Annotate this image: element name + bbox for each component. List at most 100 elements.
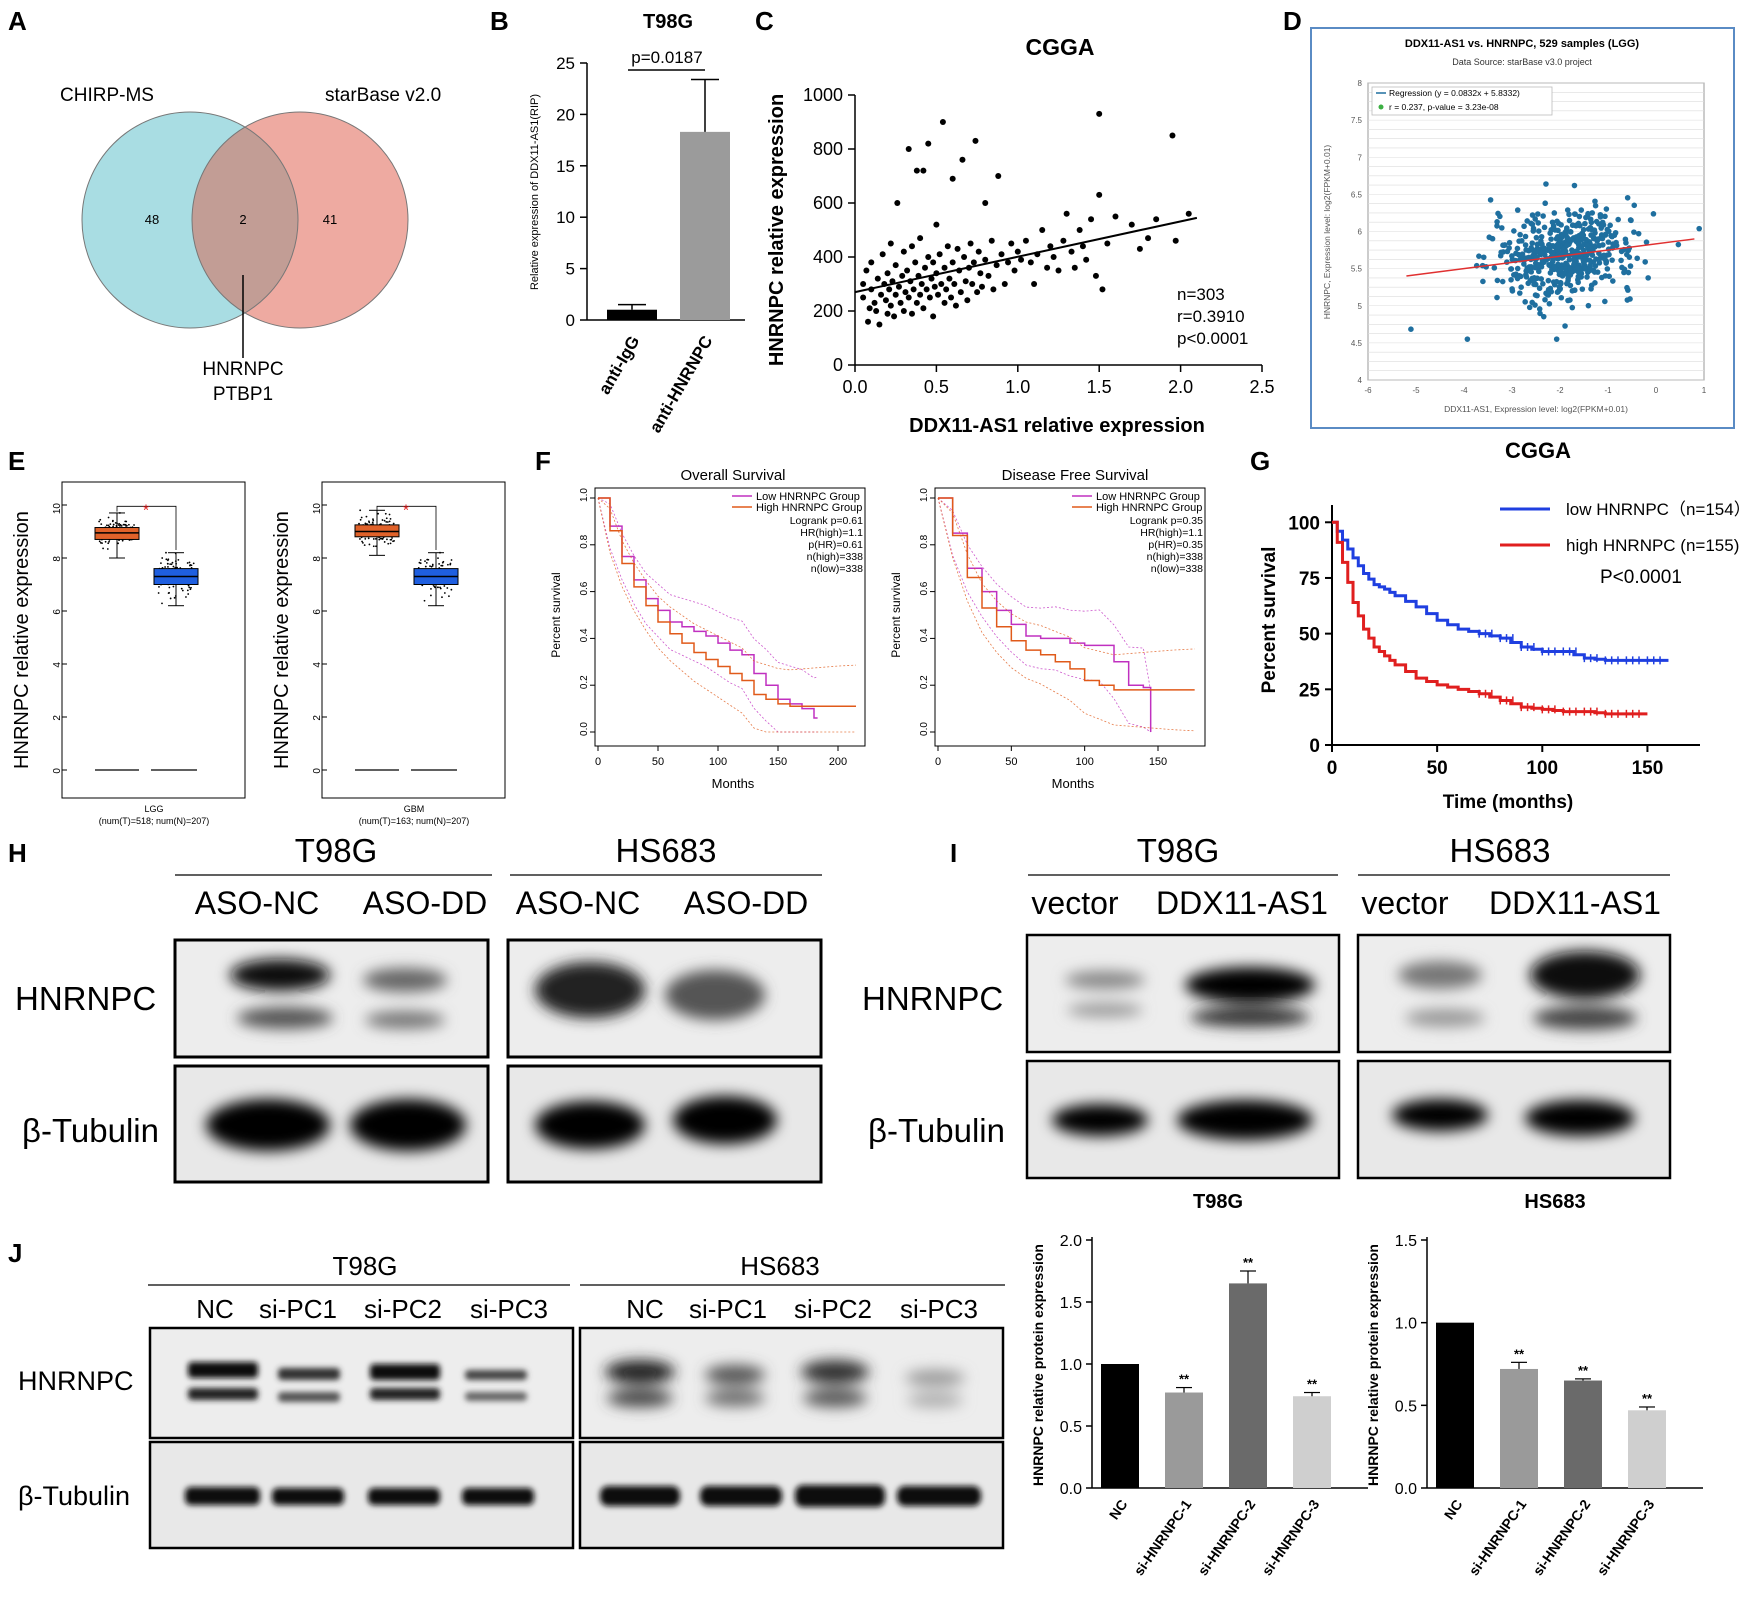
panel-c-point: [949, 175, 956, 182]
panel-e-right-xlabel: GBM: [404, 804, 425, 814]
panel-d-point: [1550, 250, 1556, 256]
panel-d-ytick-label: 4.5: [1351, 339, 1363, 348]
panel-d-point: [1491, 265, 1498, 271]
panel-d-point: [1578, 232, 1585, 238]
panel-d-point: [1625, 269, 1632, 276]
panel-g-legend-high: high HNRNPC (n=155): [1566, 536, 1739, 555]
panel-c-point: [878, 291, 885, 298]
panel-d-point: [1535, 228, 1542, 234]
panel-d-ytick-label: 5: [1358, 302, 1363, 311]
panel-e-jitter-point: [439, 586, 441, 589]
panel-i-cell2: HS683: [1450, 832, 1551, 869]
panel-f-right-stat-5: n(low)=338: [1151, 563, 1203, 575]
panel-c-point: [904, 267, 911, 274]
panel-d-point: [1555, 244, 1562, 250]
panel-e-jitter-point: [388, 513, 391, 516]
panel-f-left-stat-1: Logrank p=0.61: [790, 515, 863, 527]
panel-j-lane4: si-PC3: [470, 1294, 548, 1324]
panel-e-jitter-point: [100, 523, 103, 526]
panel-e-chart: 0 2 4 6 8 10 * 0 2 4 6 8 10 * HNRNPC relative express…: [11, 481, 506, 826]
panel-e-jitter-point: [441, 596, 443, 599]
panel-j-row1: HNRNPC: [18, 1366, 134, 1396]
panel-b-bar: [607, 309, 657, 320]
panel-j-lane6: si-PC1: [689, 1294, 767, 1324]
panel-d-point: [1586, 257, 1593, 264]
panel-f-right-ylabel: Percent survival: [889, 572, 903, 657]
panel-e-ytick-label: 4: [52, 662, 63, 668]
panel-d-point: [1494, 294, 1500, 301]
panel-d-point: [1618, 248, 1625, 255]
panel-e-jitter-point: [180, 587, 183, 590]
panel-d-point: [1514, 245, 1521, 252]
panel-c-point: [939, 119, 946, 125]
panel-c-point: [879, 251, 886, 258]
panel-d-point: [1530, 277, 1537, 284]
panel-g-pvalue: P<0.0001: [1600, 567, 1682, 588]
panel-c-point: [1011, 267, 1018, 274]
panel-f-xtick-label: 0: [595, 756, 601, 768]
panel-d-point: [1534, 241, 1541, 248]
panel-g-legend-low: low HNRNPC（n=154）: [1566, 500, 1739, 519]
panel-c-point: [925, 254, 932, 260]
panel-d-ytick-label: 4: [1358, 376, 1363, 385]
panel-b-ylabel: Relative expression of DDX11-AS1(RIP): [529, 94, 541, 290]
panel-c-ytick-label: 200: [813, 301, 843, 321]
panel-d-point: [1522, 299, 1528, 305]
panel-j-cell1: T98G: [332, 1251, 397, 1281]
panel-j-sig: **: [1243, 1255, 1254, 1270]
panel-d-point: [1564, 207, 1571, 213]
panel-c-point: [923, 286, 930, 293]
panel-f-ci-line: [937, 497, 1151, 733]
panel-d-point: [1522, 233, 1529, 240]
panel-d-point: [1408, 326, 1414, 333]
panel-e-jitter-point: [374, 538, 377, 540]
panel-d-point: [1592, 202, 1599, 209]
panel-d-point: [1610, 278, 1616, 284]
panel-f-right-stat-2: HR(high)=1.1: [1140, 527, 1203, 539]
panel-d-point: [1518, 284, 1524, 291]
panel-c-point: [926, 294, 933, 301]
panel-d-point: [1516, 290, 1523, 296]
panel-d-point: [1565, 275, 1571, 282]
panel-c-point: [863, 267, 870, 274]
panel-d-point: [1579, 286, 1586, 292]
panel-j-sig: **: [1307, 1377, 1318, 1392]
panel-c-point: [1169, 132, 1176, 139]
panel-f-right-legend-high: High HNRNPC Group: [1096, 502, 1202, 514]
panel-d-point: [1529, 221, 1536, 228]
panel-c-point: [1096, 110, 1103, 117]
panel-e-jitter-point: [122, 523, 125, 526]
panel-f-ytick-label: 0.0: [579, 722, 590, 736]
panel-b-chart: T98G p=0.0187 0 5 10 15 20 25 Relative expres…: [529, 11, 745, 436]
panel-d-point: [1565, 297, 1571, 304]
panel-h-cell2: HS683: [616, 832, 717, 869]
panel-e-jitter-point: [188, 561, 191, 564]
panel-g-xlabel: Time (months): [1443, 792, 1574, 813]
panel-e-jitter-point: [379, 537, 382, 540]
panel-j-lane2: si-PC1: [259, 1294, 337, 1324]
panel-e-jitter-point: [390, 538, 393, 541]
panel-e-jitter-point: [164, 566, 166, 568]
panel-d-point: [1569, 304, 1576, 311]
panel-f-xtick-label: 50: [1005, 756, 1017, 768]
panel-j-xtick-label: si-HNRNPC-3: [1258, 1496, 1322, 1578]
panel-f-ytick-label: 0.8: [579, 534, 590, 548]
panel-c-ytick-label: 1000: [803, 85, 843, 105]
panel-e-jitter-point: [172, 565, 175, 568]
panel-e-jitter-point: [443, 585, 446, 587]
panel-f-xtick-label: 0: [935, 756, 941, 768]
panel-e-jitter-point: [450, 559, 453, 561]
panel-f-xtick-label: 150: [769, 756, 787, 768]
panel-i-lane4: DDX11-AS1: [1489, 885, 1661, 921]
panel-d-point: [1576, 213, 1583, 220]
panel-d-chart: DDX11-AS1 vs. HNRNPC, 529 samples (LGG) …: [1310, 27, 1735, 429]
panel-f-ci-line: [597, 497, 818, 733]
panel-b-ytick-label: 10: [556, 208, 575, 227]
panel-d-point: [1566, 217, 1573, 224]
panel-c-xlabel: DDX11-AS1 relative expression: [909, 415, 1205, 437]
panel-c-point: [897, 299, 904, 306]
panel-d-point: [1592, 263, 1599, 269]
panel-e-jitter-point: [109, 523, 112, 526]
panel-e-jitter-point: [169, 563, 172, 566]
